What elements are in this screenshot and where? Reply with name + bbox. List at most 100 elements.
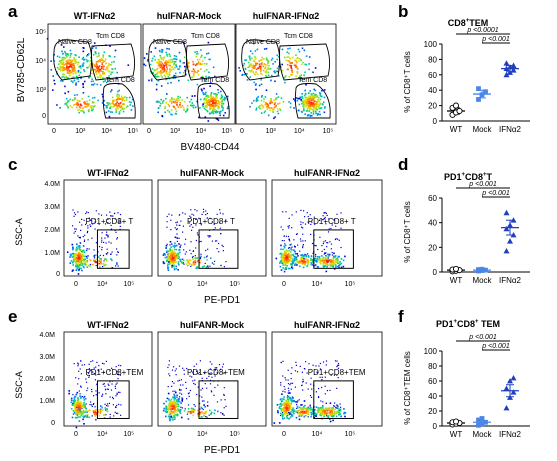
dot	[162, 68, 164, 71]
dot	[177, 380, 179, 382]
dot	[76, 61, 78, 64]
dot	[114, 411, 116, 413]
dot	[199, 240, 201, 243]
dot	[188, 411, 190, 413]
dot	[257, 67, 260, 69]
dot	[123, 103, 126, 106]
dot	[277, 112, 280, 115]
dot	[209, 97, 212, 100]
dot	[70, 401, 73, 404]
dot	[130, 109, 133, 111]
dot	[75, 377, 77, 379]
dot	[110, 215, 112, 217]
dot	[326, 265, 328, 268]
dot	[193, 409, 196, 411]
dot	[128, 96, 131, 99]
dot	[206, 387, 208, 389]
dot	[247, 66, 250, 69]
dot	[79, 253, 82, 255]
dot	[204, 98, 207, 101]
dot	[197, 409, 199, 412]
dot	[329, 409, 331, 412]
dot	[280, 410, 283, 412]
dot	[85, 414, 87, 417]
dot	[108, 102, 110, 104]
dot	[282, 360, 284, 362]
dot	[119, 109, 122, 112]
panel-c: SSC-A PE-PD1 4.0M 3.0M 2.0M 1.0M 0 WT-IF…	[14, 168, 383, 306]
dot	[222, 250, 224, 252]
dot	[335, 407, 337, 409]
dot	[163, 407, 165, 410]
dot	[98, 414, 101, 417]
dot	[324, 385, 326, 387]
dot	[73, 212, 76, 214]
dot	[92, 84, 94, 86]
dot	[195, 247, 197, 249]
dot	[290, 74, 292, 76]
panel-e-ylabel: SSC-A	[14, 371, 24, 399]
dot	[170, 81, 172, 84]
dot	[296, 405, 299, 408]
dot	[323, 415, 325, 418]
dot	[161, 48, 163, 51]
dot	[174, 66, 176, 69]
dot	[181, 416, 183, 419]
dot	[320, 260, 323, 262]
dot	[212, 107, 214, 110]
dot	[167, 263, 169, 266]
dot	[343, 408, 345, 410]
dot	[190, 224, 192, 226]
dot	[180, 258, 182, 261]
dot	[256, 48, 259, 51]
dot	[278, 407, 281, 410]
dot	[321, 95, 323, 98]
dot	[91, 97, 94, 99]
dot	[102, 56, 105, 59]
dot	[113, 104, 116, 107]
dot	[216, 367, 218, 369]
dot	[175, 100, 177, 102]
dot	[202, 103, 204, 105]
dot	[107, 236, 109, 238]
dot	[318, 408, 320, 411]
dot	[65, 53, 68, 56]
dot	[173, 406, 175, 409]
dot	[175, 222, 177, 224]
dot	[285, 254, 288, 256]
dot	[182, 258, 184, 260]
dot	[169, 255, 172, 257]
dot	[206, 416, 208, 418]
dot	[289, 106, 292, 109]
dot	[222, 213, 224, 215]
dot	[167, 267, 169, 269]
dot	[179, 71, 181, 74]
dot	[332, 407, 334, 409]
dot	[64, 92, 66, 95]
dot	[53, 79, 55, 82]
y-tick-label: 60	[428, 194, 437, 203]
dot	[173, 251, 176, 253]
dot	[86, 416, 88, 418]
dot	[74, 213, 77, 216]
dot	[179, 66, 181, 68]
dot	[254, 50, 257, 52]
dot	[296, 72, 299, 75]
dot	[212, 102, 214, 104]
dot	[82, 50, 85, 53]
dot	[114, 385, 116, 387]
dot	[73, 57, 75, 59]
dot	[165, 60, 167, 62]
dot	[110, 228, 113, 230]
dot	[325, 360, 328, 362]
dot	[204, 105, 206, 107]
dot	[198, 217, 200, 219]
dot	[153, 55, 156, 58]
dot	[265, 57, 268, 60]
x-tick-label: WT	[450, 276, 463, 285]
dot	[90, 401, 92, 403]
dot	[227, 105, 230, 108]
dot	[210, 411, 213, 414]
dot	[87, 239, 89, 241]
dot	[75, 403, 77, 406]
